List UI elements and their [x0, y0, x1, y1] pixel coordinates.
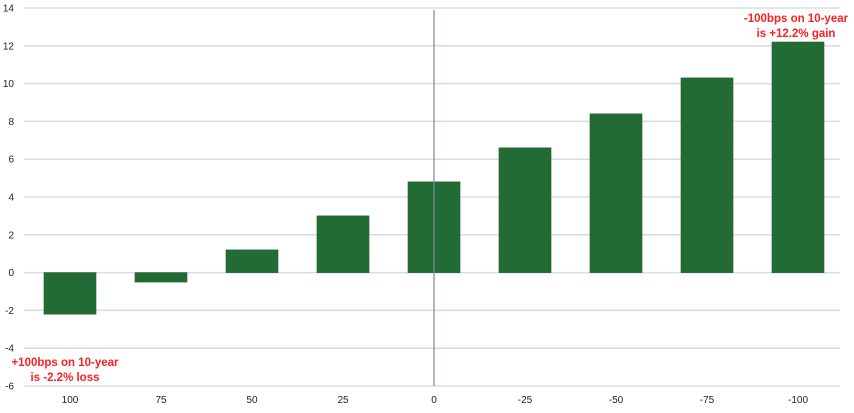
- gain-annotation-line-2: is +12.2% gain: [757, 28, 836, 40]
- y-tick-label: 8: [8, 117, 14, 128]
- y-tick-label: 10: [3, 79, 15, 90]
- x-tick-label: 25: [337, 395, 349, 406]
- bar--100: [771, 41, 825, 273]
- bar-75: [134, 272, 188, 283]
- x-tick-label: 50: [246, 395, 258, 406]
- y-tick-label: 6: [8, 155, 14, 166]
- bar--25: [498, 147, 552, 273]
- y-tick-label: 0: [8, 268, 14, 279]
- x-tick-label: -75: [700, 395, 715, 406]
- y-tick-label: -6: [5, 382, 14, 393]
- x-tick-label: 100: [62, 395, 79, 406]
- bars: [43, 41, 825, 315]
- bar--50: [589, 113, 643, 273]
- y-tick-label: -4: [5, 344, 14, 355]
- x-tick-label: -25: [518, 395, 533, 406]
- y-tick-label: 12: [3, 41, 15, 52]
- x-tick-label: -50: [609, 395, 624, 406]
- bar-100: [43, 272, 97, 315]
- loss-annotation-line-2: is -2.2% loss: [30, 372, 99, 384]
- bar-50: [225, 249, 279, 273]
- bar--75: [680, 77, 734, 273]
- y-tick-label: 14: [3, 4, 15, 15]
- bar-25: [316, 215, 370, 273]
- gain-annotation-line-1: -100bps on 10-year: [744, 13, 849, 25]
- loss-annotation-line-1: +100bps on 10-year: [11, 357, 119, 369]
- x-axis-ticks: 100 75 50 25 0 -25 -50 -75 -100: [62, 395, 809, 406]
- y-tick-label: 2: [8, 230, 14, 241]
- y-tick-label: -2: [5, 306, 14, 317]
- y-tick-label: 4: [8, 193, 14, 204]
- x-tick-label: 0: [431, 395, 437, 406]
- x-tick-label: 75: [155, 395, 167, 406]
- x-tick-label: -100: [788, 395, 808, 406]
- y-axis-ticks: -6 -4 -2 0 2 4 6 8 10 12 14: [3, 4, 15, 393]
